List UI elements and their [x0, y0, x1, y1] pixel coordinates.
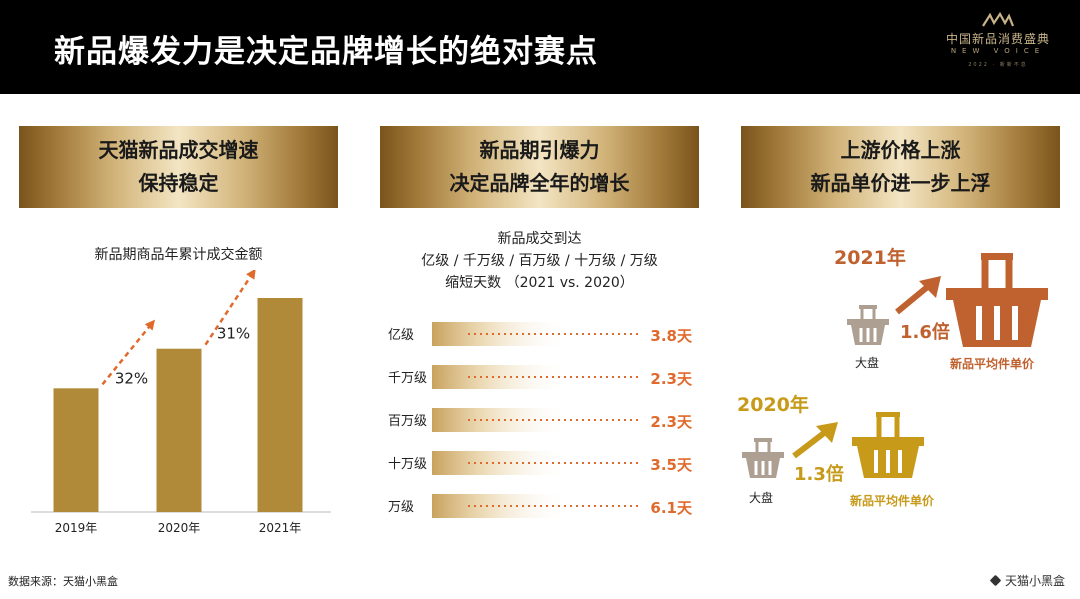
bar	[53, 388, 99, 512]
row-value-label: 3.8天	[650, 327, 693, 345]
row-bar	[432, 494, 570, 518]
arrow-up-right-icon	[895, 276, 941, 315]
market-label-2021: 大盘	[855, 356, 880, 370]
logo-en: NEW VOICE	[950, 47, 1046, 55]
x-tick-label: 2021年	[259, 521, 302, 535]
logo-cn: 中国新品消费盛典	[945, 32, 1050, 46]
sales-bar-chart: 2019年 2020年 2021年 32% 31%	[31, 270, 331, 535]
x-tick-label: 2019年	[55, 521, 98, 535]
days-chart-title: 缩短天数 （2021 vs. 2020）	[445, 275, 634, 291]
market-label-2020: 大盘	[749, 491, 774, 505]
new-price-label-2020: 新品平均件单价	[850, 494, 935, 508]
header-line: 保持稳定	[138, 171, 219, 195]
basket-icon	[847, 305, 889, 345]
basket-icon	[742, 438, 784, 478]
header-line: 上游价格上涨	[840, 138, 961, 162]
row-bar	[432, 408, 570, 432]
days-chart-title: 亿级 / 千万级 / 百万级 / 十万级 / 万级	[421, 253, 658, 269]
growth-label: 31%	[217, 324, 250, 342]
basket-icon	[946, 253, 1048, 347]
header-line: 新品单价进一步上浮	[810, 171, 991, 195]
brand-name: 天猫小黑盒	[1005, 574, 1066, 588]
row-category-label: 百万级	[388, 414, 427, 429]
multiplier-2020: 1.3倍	[794, 464, 844, 485]
logo-sub: 2022 · 新新不息	[968, 62, 1028, 68]
logo-mark-icon	[982, 12, 1015, 27]
row-category-label: 千万级	[388, 371, 427, 386]
header-line: 新品期引爆力	[479, 138, 600, 162]
days-chart-title: 新品成交到达	[497, 231, 582, 247]
header-line: 天猫新品成交增速	[98, 138, 259, 162]
arrow-up-right-icon	[792, 422, 838, 459]
column-header-price: 上游价格上涨 新品单价进一步上浮	[741, 126, 1060, 208]
sales-chart-title: 新品期商品年累计成交金额	[94, 247, 263, 263]
year-2021-label: 2021年	[834, 247, 906, 269]
row-category-label: 万级	[388, 500, 414, 515]
growth-label: 32%	[115, 370, 148, 388]
row-bar	[432, 365, 570, 389]
data-source: 数据来源：天猫小黑盒	[8, 575, 118, 588]
row-category-label: 亿级	[388, 328, 414, 343]
growth-arrow	[101, 319, 156, 386]
row-value-label: 6.1天	[650, 499, 693, 517]
event-logo: 中国新品消费盛典 NEW VOICE 2022 · 新新不息	[938, 12, 1058, 76]
bar	[156, 348, 202, 512]
row-value-label: 3.5天	[650, 456, 693, 474]
growth-arrow	[204, 270, 256, 346]
title-bar	[0, 0, 1080, 94]
row-bar	[432, 322, 570, 346]
column-header-growth: 天猫新品成交增速 保持稳定	[19, 126, 338, 208]
row-bar	[432, 451, 570, 475]
bar	[257, 298, 303, 512]
new-price-label-2021: 新品平均件单价	[950, 357, 1035, 371]
row-value-label: 2.3天	[650, 370, 693, 388]
column-header-launch: 新品期引爆力 决定品牌全年的增长	[380, 126, 699, 208]
row-category-label: 十万级	[388, 457, 427, 472]
year-2020-label: 2020年	[737, 394, 809, 416]
header-line: 决定品牌全年的增长	[449, 171, 630, 195]
basket-icon	[852, 412, 924, 478]
multiplier-2021: 1.6倍	[900, 322, 950, 343]
brand-watermark: 天猫小黑盒	[989, 572, 1066, 589]
brand-logo-icon	[989, 574, 1002, 587]
page-title: 新品爆发力是决定品牌增长的绝对赛点	[54, 34, 598, 70]
row-value-label: 2.3天	[650, 413, 693, 431]
x-tick-label: 2020年	[158, 521, 201, 535]
